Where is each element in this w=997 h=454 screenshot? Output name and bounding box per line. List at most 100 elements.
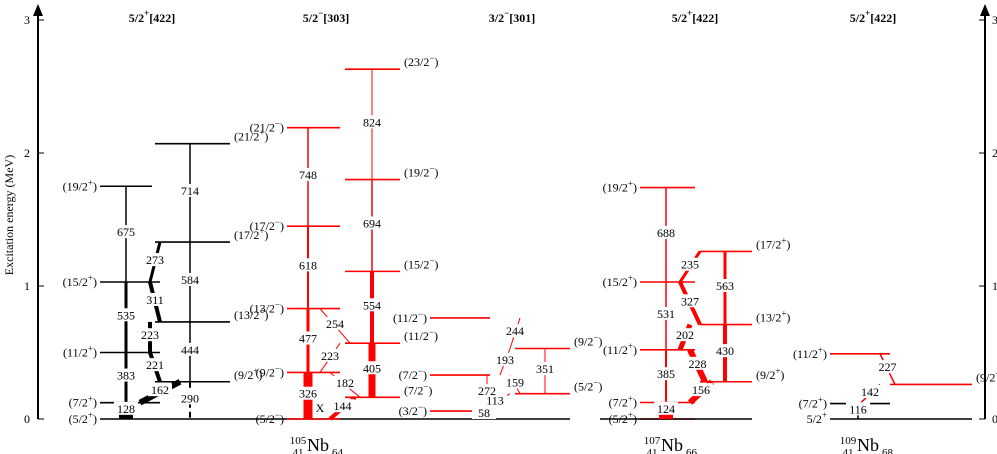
level-label-spin: (9/2 (574, 335, 593, 349)
gamma-energy-label: 444 (181, 343, 199, 357)
nucleus-proton-number: 41 (293, 447, 304, 454)
band-header: 5/2+[422] (672, 8, 718, 25)
gamma-label-background (114, 225, 138, 239)
level-label-parity: − (418, 402, 423, 412)
level-label: (7/2+) (609, 394, 637, 410)
level-label-close: ) (434, 55, 438, 69)
level-label-parity: + (818, 395, 823, 405)
level-label-close: ) (633, 396, 637, 410)
level-label-spin: (7/2 (69, 396, 88, 410)
level-label-close: ) (786, 311, 790, 325)
level-label-parity: + (259, 306, 264, 316)
gamma-label-background (713, 278, 737, 292)
level-label: (11/2+) (63, 344, 97, 360)
level-label: (21/2+) (234, 128, 268, 144)
band-header: 5/2+[422] (129, 8, 175, 25)
gamma-label-background (713, 344, 737, 358)
nucleus-proton-number: 41 (843, 447, 854, 454)
level-label-close: ) (264, 228, 268, 242)
gamma-energy-label: 563 (716, 279, 734, 293)
level-label-parity: − (423, 381, 428, 391)
level-label: (13/2+) (234, 306, 268, 322)
gamma-energy-label: 694 (363, 216, 381, 230)
gamma-energy-label: 714 (181, 184, 199, 198)
level-label-close: ) (633, 275, 637, 289)
level-label-spin: (13/2 (234, 308, 259, 322)
level-label-parity: + (628, 179, 633, 189)
y-axis-label: Excitation energy (MeV) (2, 155, 16, 275)
level-label: (13/2−) (250, 300, 284, 316)
level-label: (19/2−) (404, 164, 438, 180)
level-label: (7/2+) (69, 394, 97, 410)
level-label-parity: + (628, 341, 633, 351)
gamma-energy-label: 254 (326, 317, 344, 331)
level-label-spin: (17/2 (756, 237, 781, 251)
level-label-spin: (7/2 (404, 383, 423, 397)
gamma-energy-label: 202 (676, 328, 694, 342)
level-label: (7/2+) (799, 395, 827, 411)
level-label-parity: + (88, 344, 93, 354)
gamma-label-background (673, 328, 697, 342)
gamma-label-background (654, 225, 678, 239)
gamma-energy-label: 235 (681, 258, 699, 272)
band-header-nilsson: [422] (692, 11, 718, 25)
level-label-parity: + (88, 410, 93, 420)
level-label-parity: − (429, 255, 434, 265)
gamma-label-background (318, 348, 342, 362)
level-label-spin: (19/2 (404, 166, 429, 180)
level-label: (19/2+) (63, 177, 97, 193)
level-label-parity: − (429, 327, 434, 337)
gamma-energy-label: 531 (657, 307, 675, 321)
level-label: (11/2−) (404, 327, 438, 343)
level-label-parity: − (429, 53, 434, 63)
level-label: (5/2+) (609, 410, 637, 426)
gamma-energy-label: 156 (692, 383, 710, 397)
gamma-label-background (360, 298, 384, 312)
level-label-close: ) (786, 237, 790, 251)
gamma-energy-label: 227 (879, 360, 897, 374)
band-header-spin: 5/2 (303, 11, 318, 25)
gamma-energy-label: 383 (117, 369, 135, 383)
level-label: (15/2−) (404, 255, 438, 271)
level-label-close: ) (280, 121, 284, 135)
level-label: (11/2+) (603, 341, 637, 357)
level-label-close: ) (598, 380, 602, 394)
left-axis-tick-label: 2 (24, 146, 30, 160)
gamma-label-background (360, 216, 384, 230)
level-label-parity: + (781, 235, 786, 245)
level-label-spin: (11/2 (63, 346, 88, 360)
labels-layer: 5/2+[422] 5/2−[303] 3/2−[301] 5/2+[422] 5/2+… (63, 8, 997, 454)
gamma-energy-label: 128 (117, 402, 135, 416)
level-label-spin: (7/2 (799, 397, 818, 411)
band-header-parity: − (504, 8, 509, 18)
level-label-close: ) (280, 219, 284, 233)
gamma-energy-label: 477 (299, 332, 317, 346)
gamma-label-background (493, 352, 517, 366)
level-label-close: ) (258, 368, 262, 382)
gamma-label-background (323, 316, 347, 330)
level-label-parity: + (253, 366, 258, 376)
band-header-nilsson: [422] (149, 11, 175, 25)
gamma-label-background (503, 375, 527, 389)
level-label-spin: (11/2 (603, 343, 628, 357)
level-label: (17/2+) (234, 226, 268, 242)
level-label-parity: + (628, 410, 633, 420)
level-label-spin: (9/2 (976, 370, 995, 384)
gamma-label-background (685, 356, 710, 370)
gamma-energy-label: 535 (117, 308, 135, 322)
level-label: (9/2+) (234, 366, 262, 382)
gamma-energy-label: 221 (146, 358, 164, 372)
level-label-close: ) (434, 166, 438, 180)
left-axis-arrowhead (33, 4, 43, 16)
level-label-parity: + (628, 394, 633, 404)
gamma-energy-label: 142 (861, 385, 879, 399)
gamma-label-background (143, 253, 167, 267)
level-label-parity: − (429, 164, 434, 174)
band-header: 5/2−[303] (303, 8, 349, 25)
gamma-energy-label: 223 (141, 328, 159, 342)
gamma-label-background (296, 167, 320, 181)
level-label-spin: (11/2 (404, 329, 429, 343)
gamma-energy-label: 223 (321, 349, 339, 363)
level-label-spin: 5/2 (807, 412, 822, 426)
